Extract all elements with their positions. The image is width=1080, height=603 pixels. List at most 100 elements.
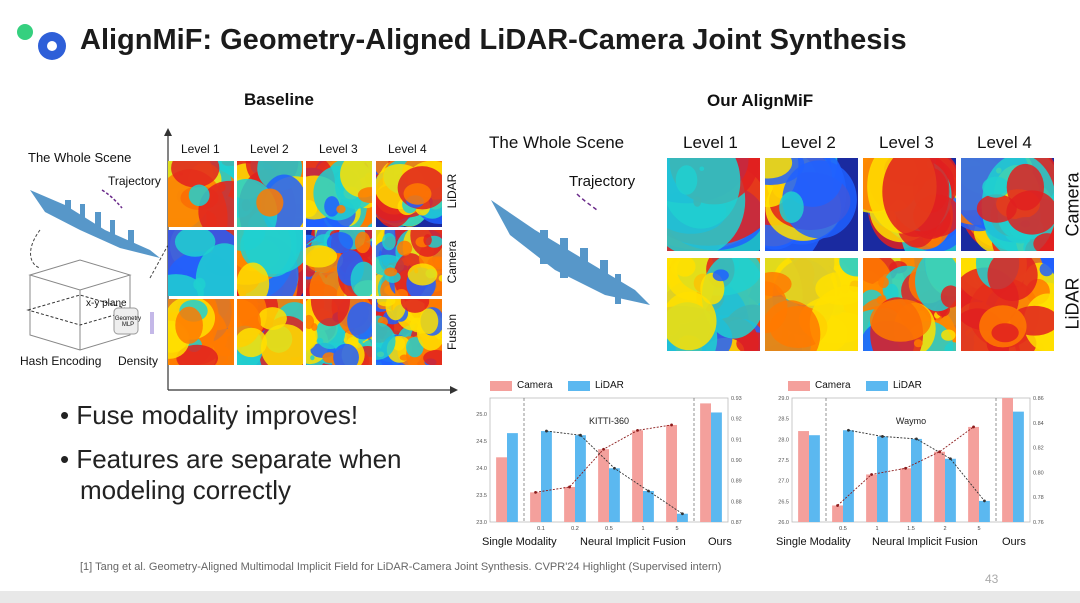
lidar-bar (979, 500, 990, 522)
ours-heatmap-tile (765, 258, 858, 351)
lidar-bar (911, 438, 922, 522)
camera-bar (598, 449, 609, 522)
chart2-legend-camera: Camera (788, 380, 851, 391)
baseline-level-1: Level 1 (181, 142, 220, 156)
lidar-bar (945, 458, 956, 522)
y-right-tick-label: 0.88 (731, 499, 742, 505)
y-right-tick-label: 0.89 (731, 479, 742, 485)
y-right-tick-label: 0.78 (1033, 495, 1044, 501)
baseline-heatmap-tile (306, 161, 372, 227)
lidar-point (915, 437, 918, 441)
baseline-heatmap-tile (168, 299, 234, 365)
lidar-point (647, 489, 650, 493)
lidar-bar (1013, 411, 1024, 522)
baseline-heatmap-tile (306, 230, 372, 296)
baseline-heading: Baseline (244, 90, 314, 109)
baseline-level-2: Level 2 (250, 142, 289, 156)
baseline-heatmap-tile (168, 230, 234, 296)
y-right-tick-label: 0.82 (1033, 446, 1044, 452)
ours-level-1: Level 1 (683, 133, 738, 152)
camera-point (602, 447, 605, 451)
y-left-tick-label: 27.5 (778, 458, 789, 464)
chart-title: Waymo (896, 416, 926, 426)
camera-bar (530, 492, 541, 522)
y-right-tick-label: 0.87 (731, 520, 742, 526)
chart2-legend-lidar: LiDAR (866, 380, 922, 391)
y-right-tick-label: 0.91 (731, 437, 742, 443)
y-left-tick-label: 28.5 (778, 417, 789, 423)
ours-heatmap-tile (667, 158, 760, 251)
camera-bar (1002, 398, 1013, 522)
slide-title: AlignMiF: Geometry-Aligned LiDAR-Camera … (80, 24, 907, 56)
baseline-trajectory-label: Trajectory (108, 174, 161, 188)
ours-heatmap-tile (765, 158, 858, 251)
bullet-dot-icon: • (60, 400, 77, 430)
x-tick-label: 5 (977, 526, 980, 532)
x-tick-label: 5 (675, 526, 678, 532)
lidar-bar (507, 433, 518, 522)
x-tick-label: 0.5 (839, 526, 847, 532)
lidar-bar (809, 435, 820, 522)
lidar-point (949, 457, 952, 461)
ours-heading: Our AlignMiF (707, 91, 814, 110)
lidar-bar (711, 412, 722, 522)
ours-heatmap-tile (667, 258, 760, 351)
chart1-group-ours: Ours (708, 536, 732, 548)
camera-point (938, 450, 941, 454)
camera-bar (632, 430, 643, 522)
lidar-bar (677, 513, 688, 522)
y-left-tick-label: 29.0 (778, 396, 789, 402)
y-right-tick-label: 0.80 (1033, 470, 1044, 476)
y-right-tick-label: 0.84 (1033, 421, 1044, 427)
ours-level-3: Level 3 (879, 133, 934, 152)
lidar-point (681, 512, 684, 516)
ours-trajectory-label: Trajectory (569, 173, 636, 190)
logo-dot-icon (17, 24, 33, 40)
lidar-bar (843, 430, 854, 522)
camera-point (972, 425, 975, 429)
density-label: Density (118, 354, 159, 368)
lidar-swatch (866, 380, 888, 391)
y-right-tick-label: 0.93 (731, 396, 742, 402)
y-left-tick-label: 24.0 (476, 466, 487, 472)
y-right-tick-label: 0.90 (731, 458, 742, 464)
bullet-dot-icon: • (60, 444, 77, 474)
logo-ring-icon (38, 32, 66, 60)
ours-heatmap-tile (863, 158, 956, 251)
camera-bar (798, 431, 809, 522)
lidar-bar (643, 491, 654, 522)
baseline-heatmap-tile (237, 230, 303, 296)
geometry-mlp-label: Geometry MLP (114, 316, 142, 328)
ours-row-lidar: LiDAR (1062, 277, 1080, 330)
bottom-bar (0, 591, 1080, 603)
baseline-heatmap-tile (168, 161, 234, 227)
y-left-tick-label: 27.0 (778, 479, 789, 485)
hash-encoding-label: Hash Encoding (20, 354, 102, 368)
ours-heatmap-tile (961, 158, 1054, 251)
chart1-group-fusion: Neural Implicit Fusion (580, 536, 686, 548)
baseline-heatmap-tile (237, 161, 303, 227)
lidar-bar (877, 436, 888, 522)
xy-plane-label: x-y plane (86, 298, 127, 309)
chart-title: KITTI-360 (589, 416, 629, 426)
baseline-scene-illustration (26, 189, 170, 351)
x-tick-label: 1 (875, 526, 878, 532)
page-number: 43 (985, 572, 999, 586)
camera-bar (832, 505, 843, 522)
camera-point (836, 504, 839, 507)
lidar-point (613, 466, 616, 470)
bullet-2: • Features are separate when modeling co… (60, 444, 402, 505)
camera-swatch (788, 380, 810, 391)
x-tick-label: 0.1 (537, 526, 545, 532)
ours-level-4: Level 4 (977, 133, 1032, 152)
baseline-heatmap-tile (376, 299, 442, 365)
baseline-row-lidar: LiDAR (445, 173, 459, 209)
x-tick-label: 2 (943, 526, 946, 532)
x-tick-label: 0.5 (605, 526, 613, 532)
ours-level-2: Level 2 (781, 133, 836, 152)
y-left-tick-label: 23.5 (476, 493, 487, 499)
y-left-tick-label: 26.5 (778, 499, 789, 505)
lidar-point (983, 499, 986, 503)
x-tick-label: 1 (641, 526, 644, 532)
baseline-row-fusion: Fusion (445, 313, 459, 351)
